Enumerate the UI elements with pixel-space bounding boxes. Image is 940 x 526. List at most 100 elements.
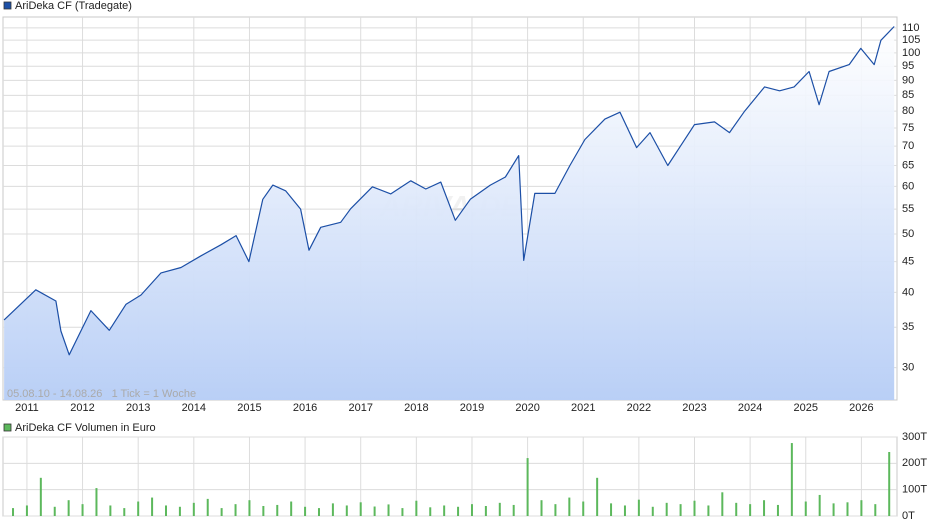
x-tick-label: 2013 [126,402,150,414]
volume-bar [749,504,752,516]
plot-frame [2,436,898,517]
y-tick-label: 85 [902,89,914,101]
y-tick-label: 100 [902,47,920,59]
volume-bar [401,508,404,516]
x-tick-label: 2015 [237,402,261,414]
volume-bar [582,501,585,516]
y-tick-label: 50 [902,228,914,240]
volume-bar [123,508,126,516]
y-tick-label: 70 [902,140,914,152]
volume-bar [470,504,473,516]
y-tick-label: 95 [902,60,914,72]
volume-bar [178,506,181,516]
y-tick-label: 110 [902,22,920,34]
volume-bar [484,505,487,516]
volume-bar [526,458,529,516]
y-tick-label: 100T [902,484,927,496]
legend-label: AriDeka CF Volumen in Euro [15,422,156,434]
volume-bar [498,502,501,516]
volume-bar [874,504,877,516]
legend-label: AriDeka CF (Tradegate) [15,0,132,12]
volume-bar [429,507,432,516]
volume-bar [763,500,766,516]
volume-bar [359,502,362,516]
y-tick-label: 45 [902,255,914,267]
volume-bar [818,494,821,516]
volume-bar [651,506,654,516]
legend-swatch [3,1,12,10]
volume-bar [95,488,98,516]
volume-bar [554,504,557,516]
x-tick-label: 2014 [182,402,206,414]
x-tick-label: 2023 [682,402,706,414]
volume-bar [387,504,390,516]
volume-bar [317,508,320,516]
volume-bar [832,503,835,516]
y-tick-label: 105 [902,34,920,46]
volume-bar [776,504,779,516]
volume-bar [512,504,515,516]
y-tick-label: 60 [902,180,914,192]
volume-bar [25,505,28,516]
volume-bar [637,499,640,516]
x-tick-label: 2026 [849,402,873,414]
volume-bar [610,503,613,516]
volume-bar [109,505,112,516]
x-tick-label: 2024 [738,402,762,414]
annotation: 05.08.10 - 14.08.26 1 Tick = 1 Woche [7,388,196,400]
x-tick-label: 2021 [571,402,595,414]
y-tick-label: 90 [902,74,914,86]
volume-bar [679,504,682,516]
y-tick-label: 65 [902,159,914,171]
volume-bar [331,503,334,516]
volume-bar [39,477,42,516]
volume-bar [290,501,293,516]
y-tick-label: 75 [902,122,914,134]
volume-bar [735,502,738,516]
volume-bar [790,443,793,516]
volume-bar [888,452,891,516]
volume-bar [596,477,599,516]
x-tick-label: 2019 [460,402,484,414]
volume-bar [206,498,209,516]
y-tick-label: 30 [902,361,914,373]
x-tick-label: 2011 [15,402,39,414]
y-tick-label: 300T [902,431,927,443]
volume-bar [345,505,348,516]
legend-swatch [3,423,12,432]
volume-bar [804,501,807,516]
y-tick-label: 80 [902,105,914,117]
x-tick-label: 2020 [515,402,539,414]
volume-bar [707,505,710,516]
volume-bar [623,505,626,516]
volume-bar [165,505,168,516]
volume-bar [304,506,307,516]
y-tick-label: 200T [902,457,927,469]
x-tick-label: 2017 [348,402,372,414]
volume-bar [721,492,724,516]
volume-bar [373,506,376,516]
y-tick-label: 0T [902,510,915,522]
x-tick-label: 2012 [70,402,94,414]
volume-bar [220,508,223,516]
volume-bar [665,502,668,516]
volume-bar [81,504,84,516]
y-tick-label: 55 [902,203,914,215]
volume-bar [192,502,195,516]
volume-bar [443,505,446,516]
area [4,26,895,400]
volume-bar [457,506,460,516]
volume-bar [415,500,418,516]
x-tick-label: 2018 [404,402,428,414]
x-tick-label: 2022 [627,402,651,414]
volume-bar [53,506,56,516]
volume-bar [262,505,265,516]
x-tick-label: 2025 [794,402,818,414]
y-tick-label: 40 [902,286,914,298]
volume-bar [846,502,849,516]
volume-bar [67,500,70,516]
x-tick-label: 2016 [293,402,317,414]
volume-bar [860,500,863,516]
volume-bar [568,497,571,516]
volume-bar [137,501,140,516]
